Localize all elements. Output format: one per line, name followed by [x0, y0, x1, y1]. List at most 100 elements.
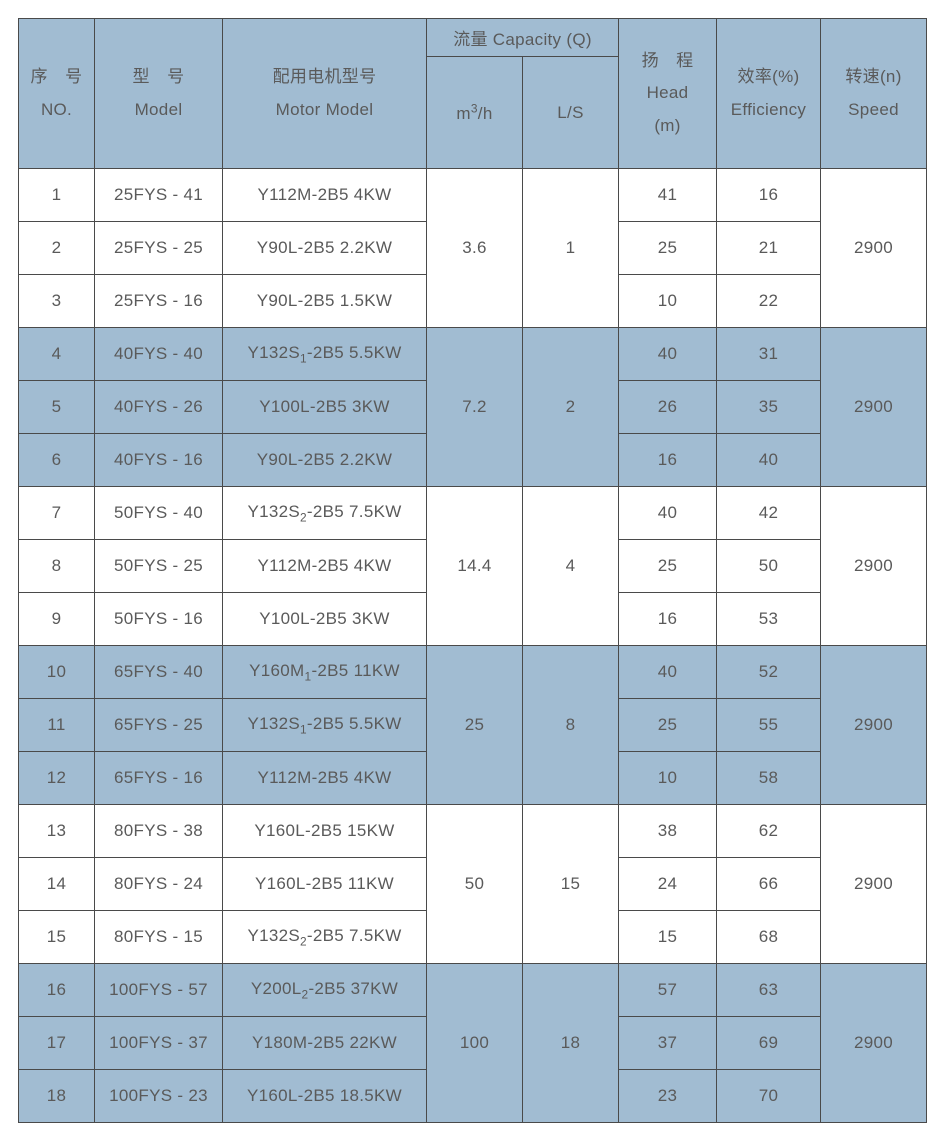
cell-no: 16 [19, 964, 95, 1017]
cell-model: 40FYS - 40 [95, 328, 223, 381]
table-body: 125FYS - 41Y112M-2B5 4KW3.6141162900225F… [19, 169, 927, 1123]
cell-head: 24 [619, 858, 717, 911]
cell-model: 100FYS - 37 [95, 1017, 223, 1070]
table-row: 16100FYS - 57Y200L2-2B5 37KW100185763290… [19, 964, 927, 1017]
cell-no: 8 [19, 540, 95, 593]
cell-motor: Y160M1-2B5 11KW [223, 646, 427, 699]
cell-no: 6 [19, 434, 95, 487]
cell-ls: 8 [523, 646, 619, 805]
col-header-ls: L/S [523, 57, 619, 169]
table-row: 1065FYS - 40Y160M1-2B5 11KW25840522900 [19, 646, 927, 699]
col-header-head: 扬 程 Head (m) [619, 19, 717, 169]
cell-eff: 42 [717, 487, 821, 540]
col-header-speed: 转速(n) Speed [821, 19, 927, 169]
cell-eff: 52 [717, 646, 821, 699]
cell-eff: 50 [717, 540, 821, 593]
cell-speed: 2900 [821, 646, 927, 805]
cell-eff: 53 [717, 593, 821, 646]
cell-no: 1 [19, 169, 95, 222]
cell-no: 10 [19, 646, 95, 699]
cell-no: 18 [19, 1070, 95, 1123]
cell-motor: Y90L-2B5 1.5KW [223, 275, 427, 328]
header-model-en: Model [95, 94, 222, 126]
table-row: 1380FYS - 38Y160L-2B5 15KW501538622900 [19, 805, 927, 858]
cell-m3h: 100 [427, 964, 523, 1123]
cell-eff: 66 [717, 858, 821, 911]
header-head-cn: 扬 程 [619, 45, 716, 77]
col-header-eff: 效率(%) Efficiency [717, 19, 821, 169]
cell-no: 3 [19, 275, 95, 328]
cell-eff: 69 [717, 1017, 821, 1070]
cell-model: 25FYS - 25 [95, 222, 223, 275]
cell-motor: Y160L-2B5 15KW [223, 805, 427, 858]
header-head-en1: Head [619, 77, 716, 109]
cell-motor: Y180M-2B5 22KW [223, 1017, 427, 1070]
cell-head: 57 [619, 964, 717, 1017]
cell-eff: 58 [717, 752, 821, 805]
cell-head: 16 [619, 434, 717, 487]
cell-ls: 18 [523, 964, 619, 1123]
cell-model: 80FYS - 15 [95, 911, 223, 964]
cell-no: 14 [19, 858, 95, 911]
cell-head: 38 [619, 805, 717, 858]
cell-eff: 70 [717, 1070, 821, 1123]
cell-motor: Y132S1-2B5 5.5KW [223, 328, 427, 381]
header-eff-cn: 效率(%) [717, 61, 820, 93]
cell-head: 25 [619, 222, 717, 275]
cell-model: 50FYS - 40 [95, 487, 223, 540]
col-header-model: 型 号 Model [95, 19, 223, 169]
cell-head: 15 [619, 911, 717, 964]
cell-eff: 40 [717, 434, 821, 487]
cell-motor: Y160L-2B5 11KW [223, 858, 427, 911]
table-row: 750FYS - 40Y132S2-2B5 7.5KW14.4440422900 [19, 487, 927, 540]
cell-eff: 22 [717, 275, 821, 328]
cell-speed: 2900 [821, 805, 927, 964]
cell-ls: 15 [523, 805, 619, 964]
cell-model: 80FYS - 38 [95, 805, 223, 858]
cell-model: 40FYS - 26 [95, 381, 223, 434]
cell-m3h: 14.4 [427, 487, 523, 646]
table-row: 440FYS - 40Y132S1-2B5 5.5KW7.2240312900 [19, 328, 927, 381]
cell-no: 17 [19, 1017, 95, 1070]
pump-spec-table: 序 号 NO. 型 号 Model 配用电机型号 Motor Model 流量 … [18, 18, 927, 1123]
cell-no: 7 [19, 487, 95, 540]
header-no-en: NO. [19, 94, 94, 126]
cell-eff: 21 [717, 222, 821, 275]
header-speed-en: Speed [821, 94, 926, 126]
cell-head: 41 [619, 169, 717, 222]
cell-ls: 4 [523, 487, 619, 646]
cell-m3h: 7.2 [427, 328, 523, 487]
cell-model: 65FYS - 16 [95, 752, 223, 805]
cell-motor: Y90L-2B5 2.2KW [223, 434, 427, 487]
cell-model: 25FYS - 41 [95, 169, 223, 222]
header-model-cn: 型 号 [95, 61, 222, 93]
cell-motor: Y132S2-2B5 7.5KW [223, 911, 427, 964]
cell-m3h: 50 [427, 805, 523, 964]
cell-model: 50FYS - 25 [95, 540, 223, 593]
cell-motor: Y100L-2B5 3KW [223, 381, 427, 434]
cell-eff: 68 [717, 911, 821, 964]
cell-eff: 35 [717, 381, 821, 434]
cell-m3h: 3.6 [427, 169, 523, 328]
cell-eff: 16 [717, 169, 821, 222]
cell-head: 40 [619, 328, 717, 381]
cell-head: 10 [619, 275, 717, 328]
cell-head: 26 [619, 381, 717, 434]
cell-motor: Y112M-2B5 4KW [223, 752, 427, 805]
cell-no: 15 [19, 911, 95, 964]
cell-eff: 55 [717, 699, 821, 752]
header-eff-en: Efficiency [717, 94, 820, 126]
cell-motor: Y100L-2B5 3KW [223, 593, 427, 646]
cell-head: 37 [619, 1017, 717, 1070]
cell-motor: Y90L-2B5 2.2KW [223, 222, 427, 275]
cell-m3h: 25 [427, 646, 523, 805]
cell-head: 40 [619, 646, 717, 699]
cell-model: 65FYS - 25 [95, 699, 223, 752]
cell-no: 13 [19, 805, 95, 858]
cell-no: 2 [19, 222, 95, 275]
cell-motor: Y112M-2B5 4KW [223, 169, 427, 222]
table-row: 125FYS - 41Y112M-2B5 4KW3.6141162900 [19, 169, 927, 222]
cell-model: 25FYS - 16 [95, 275, 223, 328]
cell-motor: Y112M-2B5 4KW [223, 540, 427, 593]
cell-speed: 2900 [821, 328, 927, 487]
